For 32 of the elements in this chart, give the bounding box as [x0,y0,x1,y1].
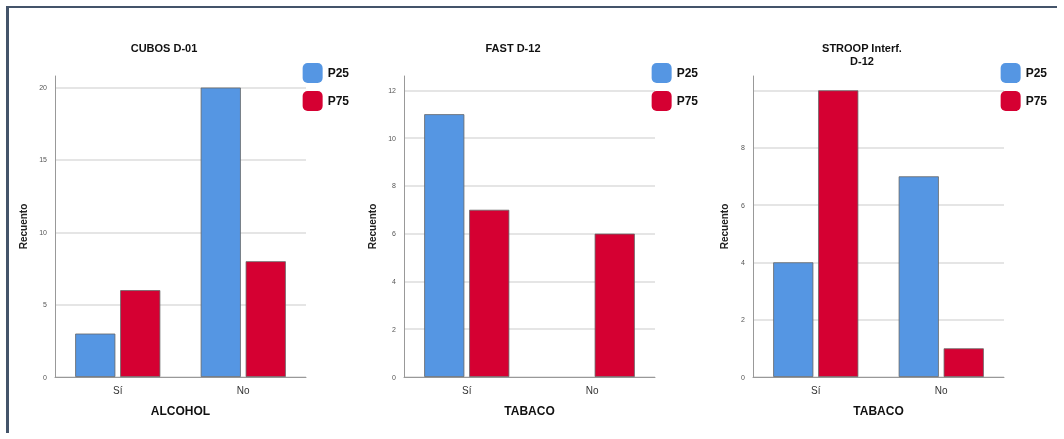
x-tick-label: Sí [462,384,472,396]
x-tick-label: No [934,384,949,396]
bar [818,90,859,377]
y-axis-title: Recuento [718,203,730,250]
bar [943,348,984,377]
bar [594,233,635,377]
x-tick-label: No [236,384,251,396]
y-axis-title: Recuento [17,203,29,250]
x-tick-label: Sí [811,384,821,396]
legend-label: P75 [1025,94,1048,108]
legend-label: P25 [327,66,350,80]
legend-label: P25 [676,66,699,80]
bar [898,176,939,377]
x-tick-label: Sí [113,384,123,396]
bar [773,262,814,377]
chart-title: STROOP Interf. D-12 [822,41,902,67]
bar [75,333,116,377]
chart-title: FAST D-12 [485,41,541,54]
legend-label: P25 [1025,66,1048,80]
y-axis-title: Recuento [366,203,378,250]
legend-label: P75 [676,94,699,108]
bar [424,114,465,377]
x-axis-title: TABACO [504,404,555,418]
bar [469,209,510,377]
bar [245,261,286,377]
legend-label: P75 [327,94,350,108]
x-tick-label: No [585,384,600,396]
bar [200,87,241,377]
x-axis-title: TABACO [853,404,904,418]
bar [120,290,161,377]
chart-title: CUBOS D-01 [130,41,198,54]
x-axis-title: ALCOHOL [150,404,211,418]
